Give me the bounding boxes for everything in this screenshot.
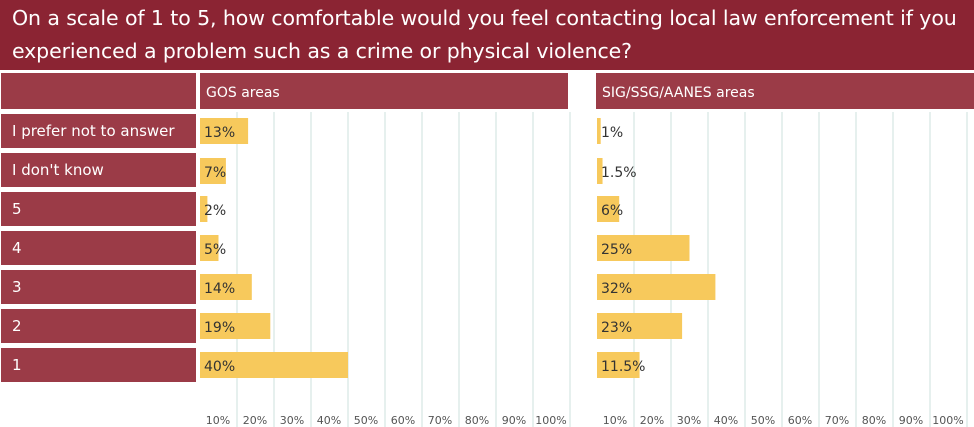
row-label-cell xyxy=(1,309,196,343)
data-label: 19% xyxy=(204,320,235,336)
bar xyxy=(200,235,219,261)
x-tick-label: 50% xyxy=(354,414,378,427)
row-label-cell xyxy=(1,114,196,148)
bar xyxy=(200,274,252,300)
bar xyxy=(597,235,690,261)
row-label-cell xyxy=(1,192,196,226)
x-tick-label: 60% xyxy=(788,414,812,427)
x-tick-label: 10% xyxy=(603,414,627,427)
x-tick-label: 80% xyxy=(862,414,886,427)
x-tick-label: 100% xyxy=(535,414,566,427)
x-tick-label: 30% xyxy=(280,414,304,427)
row-label: 3 xyxy=(12,278,22,296)
bar xyxy=(200,352,348,378)
data-label: 32% xyxy=(601,281,632,297)
row-label: I prefer not to answer xyxy=(12,122,175,140)
data-label: 7% xyxy=(204,165,226,181)
bar xyxy=(597,158,603,184)
row-label-cell xyxy=(1,348,196,382)
x-tick-label: 20% xyxy=(640,414,664,427)
x-tick-label: 70% xyxy=(428,414,452,427)
data-label: 5% xyxy=(204,242,226,258)
data-label: 13% xyxy=(204,125,235,141)
x-tick-label: 60% xyxy=(391,414,415,427)
bar xyxy=(597,196,620,222)
row-label: 2 xyxy=(12,317,22,335)
data-label: 6% xyxy=(601,203,623,219)
data-label: 40% xyxy=(204,359,235,375)
x-tick-label: 30% xyxy=(677,414,701,427)
x-tick-label: 40% xyxy=(714,414,738,427)
row-label-cell xyxy=(1,231,196,265)
bar xyxy=(200,118,249,144)
bar xyxy=(597,274,716,300)
row-label-cell xyxy=(1,270,196,304)
x-tick-label: 70% xyxy=(825,414,849,427)
data-label: 1.5% xyxy=(601,165,637,181)
row-label: 4 xyxy=(12,239,22,257)
row-label-cell xyxy=(1,153,196,187)
panel-header xyxy=(596,73,974,109)
bar xyxy=(200,196,208,222)
x-tick-label: 90% xyxy=(502,414,526,427)
x-tick-label: 100% xyxy=(932,414,963,427)
row-label: I don't know xyxy=(12,161,104,179)
data-label: 1% xyxy=(601,125,623,141)
bar xyxy=(200,313,271,339)
title-bar: On a scale of 1 to 5, how comfortable wo… xyxy=(0,0,974,70)
data-label: 25% xyxy=(601,242,632,258)
chart-title: On a scale of 1 to 5, how comfortable wo… xyxy=(12,6,957,63)
x-tick-label: 80% xyxy=(465,414,489,427)
x-tick-label: 90% xyxy=(899,414,923,427)
corner-header-cell xyxy=(1,73,196,109)
bar xyxy=(200,158,226,184)
row-label: 1 xyxy=(12,356,22,374)
x-tick-label: 10% xyxy=(206,414,230,427)
x-tick-label: 50% xyxy=(751,414,775,427)
data-label: 2% xyxy=(204,203,226,219)
x-tick-label: 40% xyxy=(317,414,341,427)
x-tick-label: 20% xyxy=(243,414,267,427)
data-label: 11.5% xyxy=(601,359,645,375)
panel-title: GOS areas xyxy=(206,85,280,101)
panel-title: SIG/SSG/AANES areas xyxy=(602,85,755,101)
panel-header xyxy=(200,73,568,109)
bar xyxy=(597,313,683,339)
data-label: 14% xyxy=(204,281,235,297)
row-label: 5 xyxy=(12,200,22,218)
data-label: 23% xyxy=(601,320,632,336)
bar xyxy=(597,118,601,144)
bar xyxy=(597,352,640,378)
